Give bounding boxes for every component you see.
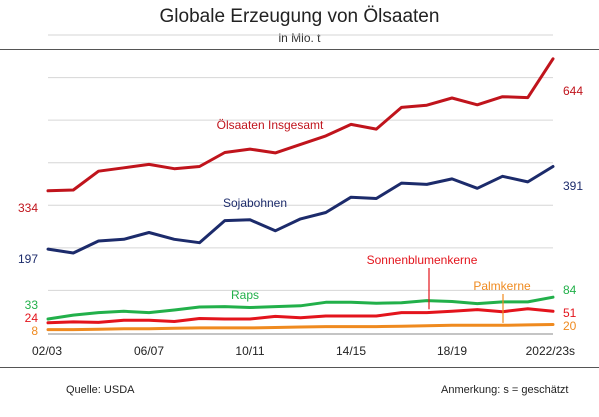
series-start-label: 334: [18, 201, 38, 215]
series-end-label: 51: [563, 306, 577, 320]
series-name-label: Sojabohnen: [223, 196, 287, 210]
series-name-label: Raps: [231, 288, 259, 302]
chart-title: Globale Erzeugung von Ölsaaten: [159, 6, 440, 27]
x-tick-label: 10/11: [235, 344, 264, 358]
x-tick-label: 06/07: [134, 344, 164, 358]
series-name-label: Sonnenblumenkerne: [367, 253, 478, 267]
series-start-label: 33: [25, 298, 39, 312]
x-tick-label: 18/19: [437, 344, 467, 358]
series-line-2: [46, 295, 555, 321]
series-name-label: Ölsaaten Insgesamt: [217, 118, 324, 132]
series-end-label: 644: [563, 84, 583, 98]
source-note: Quelle: USDA: [66, 384, 135, 396]
series-start-label: 8: [31, 324, 38, 338]
estimate-note: Anmerkung: s = geschätzt: [441, 384, 569, 396]
series-start-label: 197: [18, 252, 38, 266]
series-start-label: 24: [25, 311, 39, 325]
x-tick-label: 02/03: [32, 344, 62, 358]
top-divider: [0, 49, 599, 50]
series-line-4: [46, 323, 555, 332]
x-tick-label: 14/15: [336, 344, 366, 358]
series-line-0: [46, 57, 555, 193]
x-tick-label: 2022/23s: [526, 344, 575, 358]
series-end-label: 20: [563, 319, 577, 333]
series-line-1: [46, 165, 555, 255]
series-end-label: 84: [563, 283, 577, 297]
series-name-label: Palmkerne: [473, 279, 531, 293]
series-line-3: [46, 307, 555, 325]
series-end-label: 391: [563, 179, 583, 193]
bottom-divider: [0, 367, 599, 368]
